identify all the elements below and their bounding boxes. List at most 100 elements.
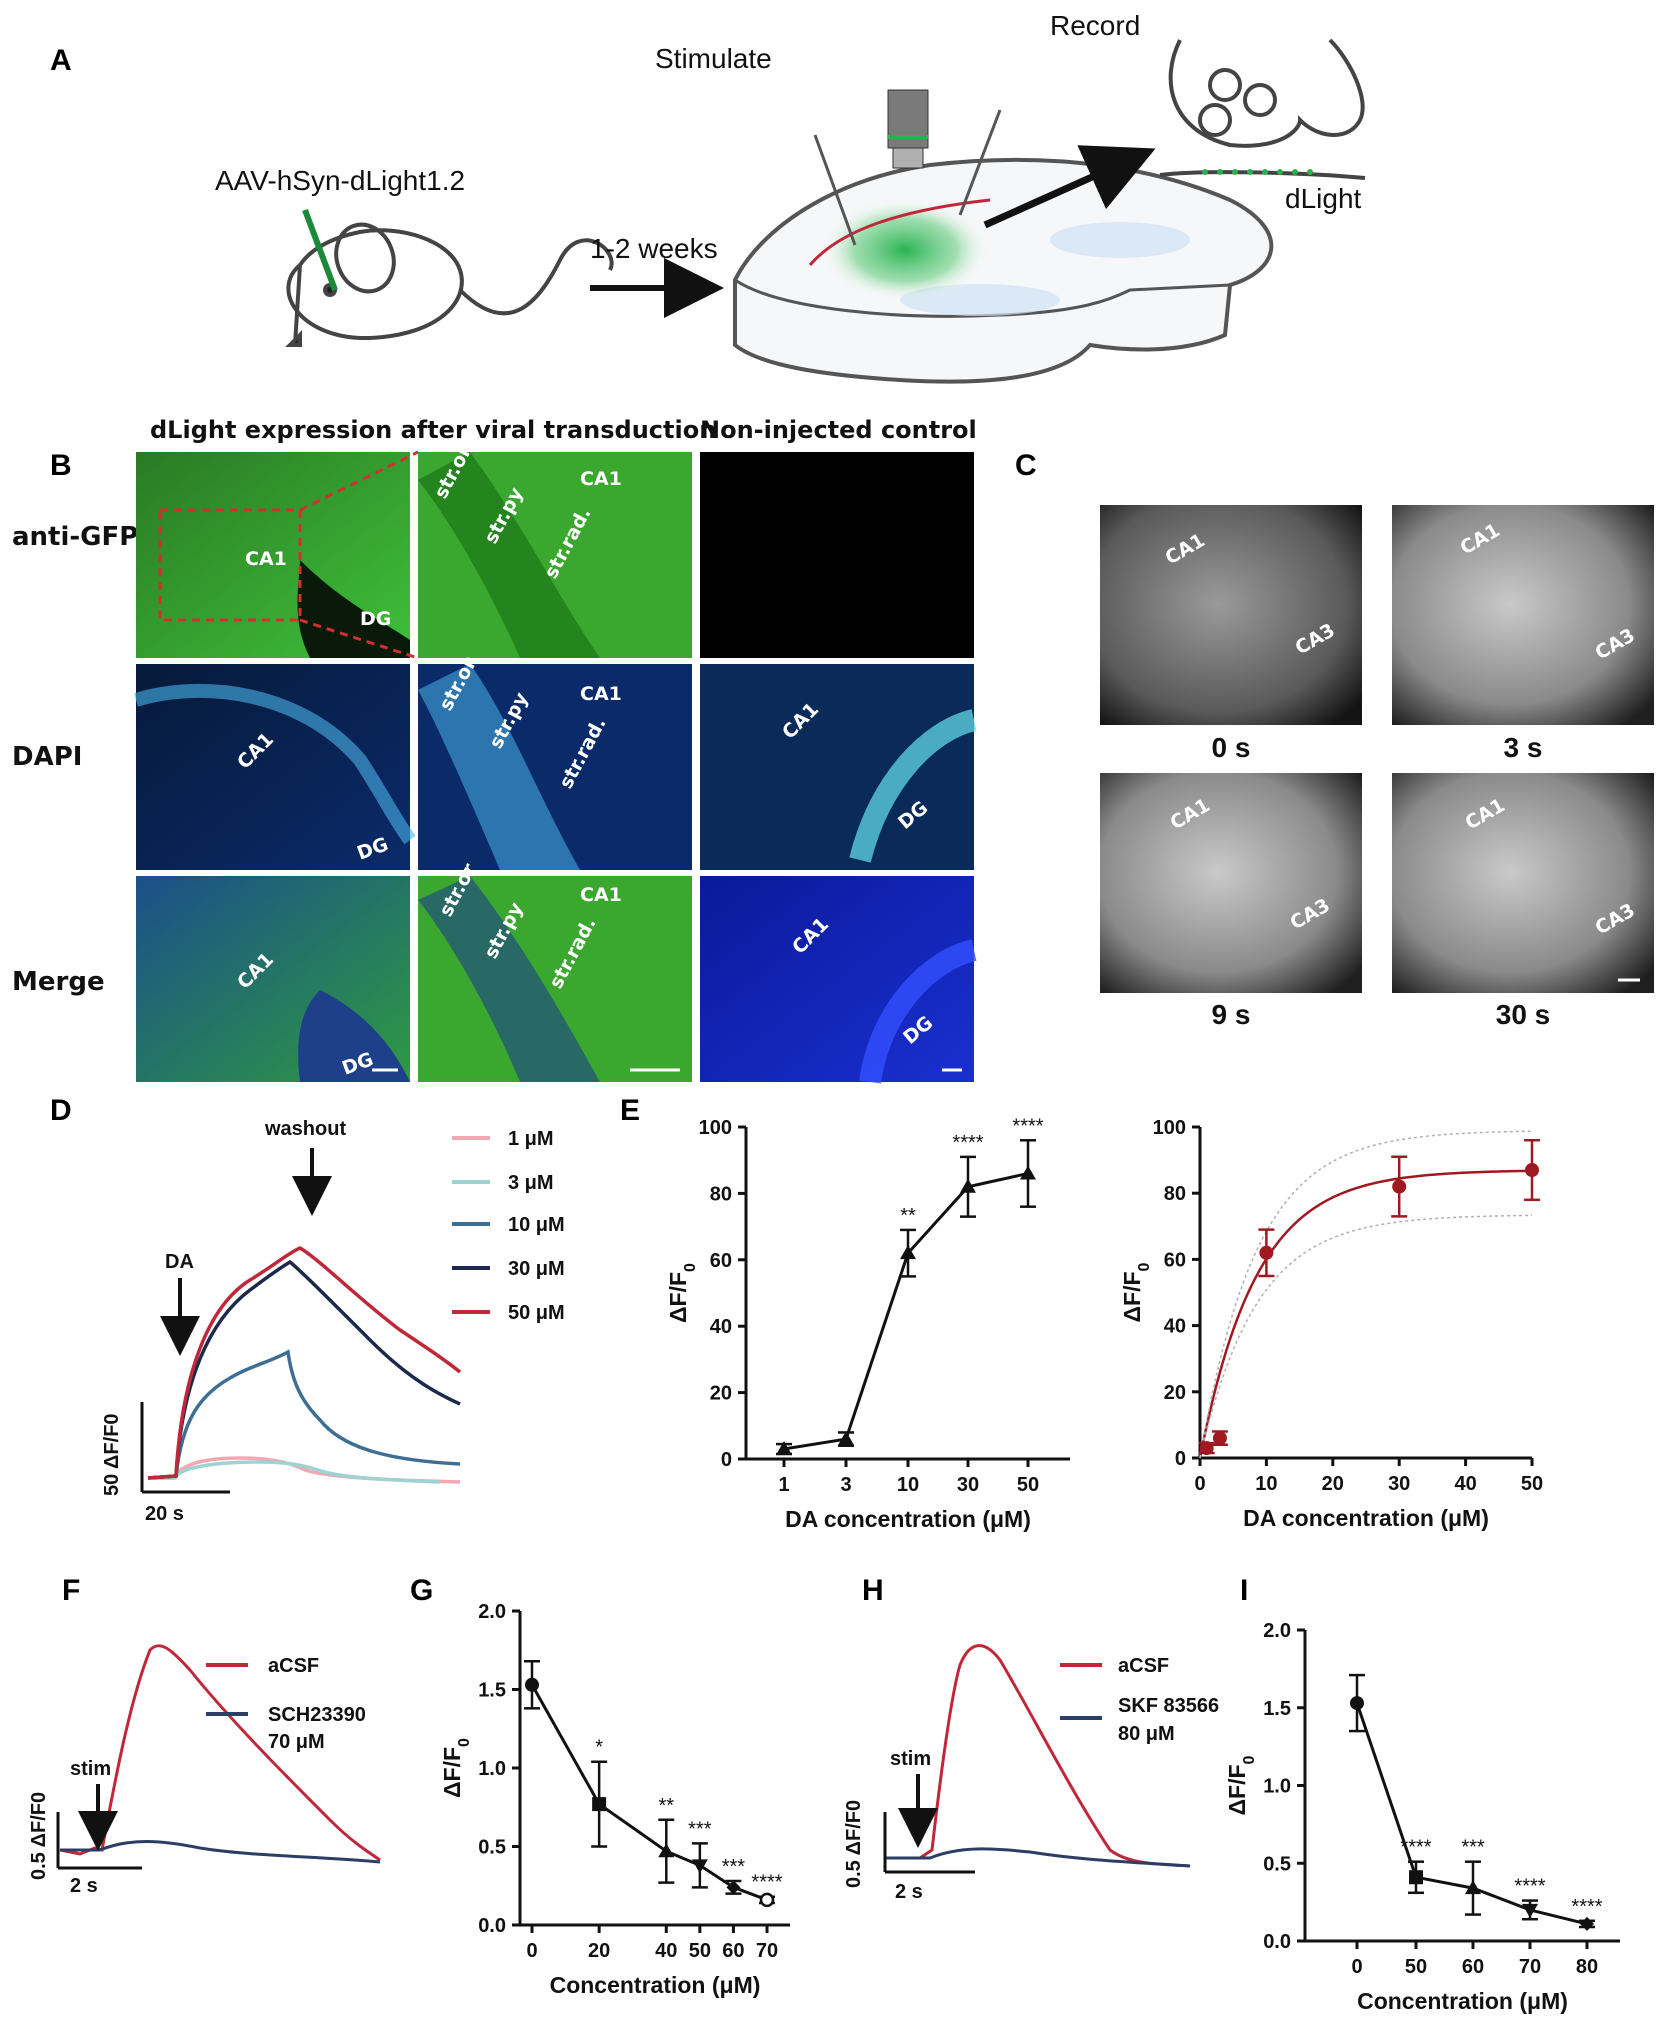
label-ca1: CA1 xyxy=(245,548,287,570)
x-axis-label: Concentration (μM) xyxy=(1357,1988,1568,2014)
legend-label: 10 μM xyxy=(508,1214,565,1236)
x-tick-label: 50 xyxy=(1017,1474,1039,1496)
x-tick-label: 10 xyxy=(1255,1473,1277,1495)
x-tick-label: 40 xyxy=(655,1940,677,1962)
panel-c-letter: C xyxy=(1015,449,1037,482)
y-tick-label: 0.0 xyxy=(478,1915,506,1937)
time-label-30s: 30 s xyxy=(1496,999,1551,1030)
x-axis-label: DA concentration (μM) xyxy=(1243,1505,1489,1531)
significance-label: **** xyxy=(1400,1837,1431,1859)
record-label: Record xyxy=(1050,10,1140,41)
zoom-box xyxy=(158,508,302,622)
image-control-antigfp xyxy=(700,452,974,658)
stim-label: stim xyxy=(890,1748,931,1770)
panel-h-letter: H xyxy=(862,1574,884,1607)
x-tick-label: 60 xyxy=(722,1940,744,1962)
duration-label: 1-2 weeks xyxy=(590,233,718,264)
scale-label-x: 20 s xyxy=(145,1503,184,1525)
chart-g: 0.0 0.5 1.0 1.5 2.0 0 20 40 50 60 70 Concentration … xyxy=(439,1601,790,1998)
da-label: DA xyxy=(165,1251,194,1273)
image-9s xyxy=(1100,773,1362,993)
significance-label: * xyxy=(595,1737,603,1759)
traces-h xyxy=(885,1644,1191,1868)
time-label-9s: 9 s xyxy=(1212,999,1251,1030)
data-point xyxy=(1212,1431,1227,1446)
significance-label: *** xyxy=(1461,1837,1485,1859)
x-tick-label: 3 xyxy=(840,1474,851,1496)
dlight-label: dLight xyxy=(1285,183,1362,214)
zoom-arrow-icon xyxy=(983,145,1156,229)
data-point xyxy=(525,1677,539,1692)
image-3s xyxy=(1392,505,1654,725)
x-tick-label: 0 xyxy=(526,1940,537,1962)
data-point xyxy=(1525,1163,1539,1178)
x-tick-label: 30 xyxy=(957,1474,979,1496)
y-axis-label: ΔF/F0 xyxy=(665,1263,699,1323)
significance-label: **** xyxy=(751,1872,782,1894)
scale-label-y: 50 ΔF/F0 xyxy=(101,1413,123,1496)
x-tick-label: 70 xyxy=(756,1940,778,1962)
trace-skf83566 xyxy=(885,1847,1191,1868)
data-point xyxy=(1350,1696,1364,1711)
significance-label: ** xyxy=(900,1205,916,1227)
row-label-merge: Merge xyxy=(12,967,105,997)
data-point xyxy=(838,1431,854,1446)
data-point xyxy=(1409,1870,1423,1885)
fit-curve xyxy=(1198,1169,1533,1459)
trace-50um xyxy=(147,1246,462,1480)
y-tick-label: 0.5 xyxy=(1263,1853,1291,1875)
legend-label: 3 μM xyxy=(508,1172,554,1194)
x-tick-label: 50 xyxy=(1521,1473,1543,1495)
x-tick-label: 0 xyxy=(1351,1956,1362,1978)
y-tick-label: 40 xyxy=(1164,1316,1186,1338)
trace-30um xyxy=(147,1259,461,1480)
confidence-band xyxy=(1199,1214,1533,1459)
y-tick-label: 80 xyxy=(710,1183,732,1205)
image-30s xyxy=(1392,773,1654,993)
y-tick-label: 0.0 xyxy=(1263,1931,1291,1953)
legend-d: 1 μM 3 μM 10 μM 30 μM 50 μM xyxy=(452,1128,565,1324)
label-ca1: CA1 xyxy=(580,884,622,906)
data-point xyxy=(1259,1245,1274,1260)
legend-label: 30 μM xyxy=(508,1258,565,1280)
panel-d-letter: D xyxy=(50,1094,72,1127)
data-line xyxy=(530,1684,768,1902)
x-tick-label: 60 xyxy=(1462,1956,1484,1978)
stim-electrode xyxy=(813,134,857,246)
y-axis-label: ΔF/F0 xyxy=(1119,1262,1153,1322)
data-point xyxy=(900,1245,916,1260)
stim-label: stim xyxy=(70,1758,111,1780)
x-tick-label: 30 xyxy=(1388,1473,1410,1495)
legend-label: 70 μM xyxy=(268,1731,325,1753)
image-0s xyxy=(1100,505,1362,725)
y-tick-label: 2.0 xyxy=(1263,1620,1291,1642)
stimulate-label: Stimulate xyxy=(655,43,772,74)
y-tick-label: 1.0 xyxy=(1263,1776,1291,1798)
trace-1um xyxy=(148,1456,461,1484)
data-point xyxy=(1199,1441,1214,1456)
scale-bar-d: 50 ΔF/F0 20 s xyxy=(101,1402,230,1525)
panel-i-letter: I xyxy=(1240,1574,1248,1607)
legend-label: aCSF xyxy=(268,1655,319,1677)
washout-label: washout xyxy=(264,1118,346,1140)
significance-label: **** xyxy=(1514,1876,1545,1898)
panel-b: B dLight expression after viral transduc… xyxy=(12,416,977,1084)
x-axis-label: DA concentration (μM) xyxy=(785,1506,1031,1532)
legend-h: aCSF SKF 83566 80 μM xyxy=(1060,1655,1219,1745)
record-electrode xyxy=(958,109,1002,216)
data-point xyxy=(776,1441,792,1456)
legend-label: aCSF xyxy=(1118,1655,1169,1677)
trace-3um xyxy=(148,1460,441,1484)
x-tick-label: 70 xyxy=(1519,1956,1541,1978)
y-tick-label: 1.5 xyxy=(478,1680,506,1702)
dlight-sensor-dots xyxy=(1202,169,1313,175)
legend-f: aCSF SCH23390 70 μM xyxy=(206,1655,366,1753)
panel-f-letter: F xyxy=(62,1574,80,1607)
panel-g-letter: G xyxy=(410,1574,433,1607)
scale-label-y: 0.5 ΔF/F0 xyxy=(28,1792,50,1880)
scale-label-x: 2 s xyxy=(895,1881,923,1903)
mouse-illustration xyxy=(285,222,614,347)
data-point xyxy=(960,1178,976,1193)
significance-label: *** xyxy=(688,1818,712,1840)
significance-label: *** xyxy=(722,1856,746,1878)
